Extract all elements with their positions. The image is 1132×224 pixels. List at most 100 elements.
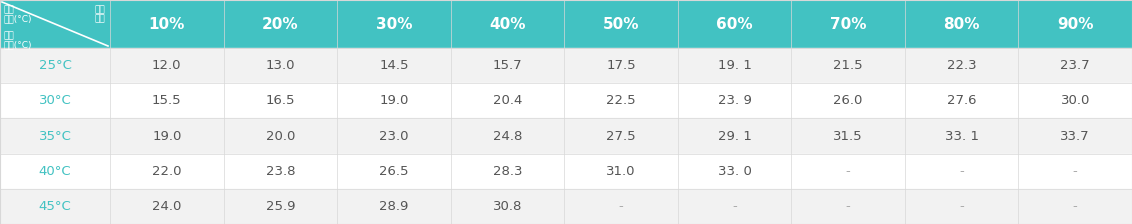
Bar [564,118,678,154]
Text: 33. 1: 33. 1 [945,129,979,142]
Bar [223,189,337,224]
Text: 60%: 60% [717,17,753,32]
Text: 20.4: 20.4 [492,94,522,107]
Text: 19.0: 19.0 [379,94,409,107]
Text: 70%: 70% [830,17,866,32]
Text: 31.5: 31.5 [833,129,863,142]
Text: 14.5: 14.5 [379,59,409,72]
Bar [904,154,1019,189]
Bar [451,189,564,224]
Bar [564,83,678,118]
Text: -: - [1073,200,1078,213]
Text: 24.8: 24.8 [492,129,522,142]
Bar [223,154,337,189]
Text: 23.0: 23.0 [379,129,409,142]
Text: -: - [1073,165,1078,178]
Bar [0,154,110,189]
Bar [223,48,337,83]
Bar [0,83,110,118]
Bar [791,0,904,48]
Bar [223,83,337,118]
Text: 27.6: 27.6 [946,94,977,107]
Text: 45°C: 45°C [38,200,71,213]
Bar [223,118,337,154]
Bar [337,118,451,154]
Text: 25°C: 25°C [38,59,71,72]
Text: 温度(°C): 温度(°C) [5,14,33,23]
Text: 17.5: 17.5 [607,59,636,72]
Text: 26.0: 26.0 [833,94,863,107]
Bar [791,48,904,83]
Text: 22.0: 22.0 [152,165,181,178]
Text: 27.5: 27.5 [607,129,636,142]
Text: 90%: 90% [1057,17,1094,32]
Bar [1019,48,1132,83]
Bar [678,83,791,118]
Text: 50%: 50% [602,17,640,32]
Bar [337,154,451,189]
Bar [564,189,678,224]
Bar [0,48,110,83]
Bar [678,189,791,224]
Text: 31.0: 31.0 [607,165,636,178]
Bar [904,0,1019,48]
Text: 23.7: 23.7 [1061,59,1090,72]
Text: 24.0: 24.0 [152,200,181,213]
Text: 26.5: 26.5 [379,165,409,178]
Bar [337,83,451,118]
Bar [904,48,1019,83]
Bar [1019,118,1132,154]
Bar [0,189,110,224]
Text: 室外: 室外 [5,31,15,40]
Text: 28.3: 28.3 [492,165,522,178]
Text: -: - [959,165,964,178]
Bar [564,0,678,48]
Text: -: - [618,200,624,213]
Text: 室外: 室外 [94,5,105,14]
Text: 33.7: 33.7 [1061,129,1090,142]
Text: 80%: 80% [943,17,980,32]
Bar [1019,83,1132,118]
Text: 19.0: 19.0 [152,129,181,142]
Bar [337,0,451,48]
Text: 40°C: 40°C [38,165,71,178]
Text: 33. 0: 33. 0 [718,165,752,178]
Bar [337,48,451,83]
Text: 25.9: 25.9 [266,200,295,213]
Bar [791,118,904,154]
Bar [110,0,223,48]
Text: 40%: 40% [489,17,525,32]
Bar [904,189,1019,224]
Bar [110,48,223,83]
Text: 15.5: 15.5 [152,94,181,107]
Bar [451,83,564,118]
Bar [791,189,904,224]
Bar [0,118,110,154]
Bar [0,0,110,48]
Bar [564,154,678,189]
Text: 22.3: 22.3 [946,59,977,72]
Text: -: - [732,200,737,213]
Text: 23.8: 23.8 [266,165,295,178]
Bar [678,118,791,154]
Bar [678,154,791,189]
Text: 23. 9: 23. 9 [718,94,752,107]
Text: 35°C: 35°C [38,129,71,142]
Bar [1019,0,1132,48]
Bar [451,118,564,154]
Bar [904,83,1019,118]
Text: 出风: 出风 [5,5,15,14]
Bar [110,118,223,154]
Text: 22.5: 22.5 [607,94,636,107]
Text: 20%: 20% [261,17,299,32]
Text: 28.9: 28.9 [379,200,409,213]
Bar [678,48,791,83]
Text: 30%: 30% [376,17,412,32]
Text: 12.0: 12.0 [152,59,181,72]
Bar [110,83,223,118]
Text: 19. 1: 19. 1 [718,59,752,72]
Text: 湿度: 湿度 [94,14,105,23]
Bar [1019,189,1132,224]
Text: -: - [959,200,964,213]
Text: 21.5: 21.5 [833,59,863,72]
